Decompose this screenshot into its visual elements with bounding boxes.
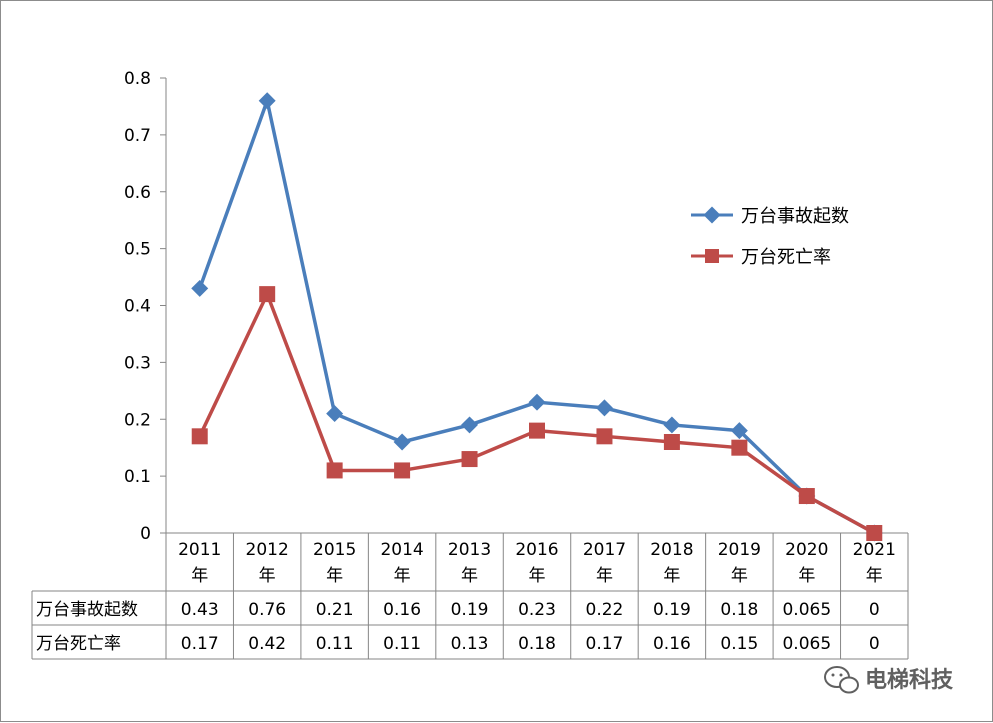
table-cell: 0.17 bbox=[181, 634, 219, 654]
axes bbox=[165, 78, 908, 659]
table-row-label: 万台死亡率 bbox=[36, 634, 121, 654]
legend-marker-square bbox=[705, 249, 719, 263]
y-tick-label: 0.2 bbox=[124, 410, 151, 430]
watermark: 电梯科技 bbox=[824, 666, 954, 694]
table-cell: 0.065 bbox=[782, 634, 831, 654]
data-point bbox=[731, 439, 748, 456]
y-tick-label: 0.4 bbox=[124, 297, 151, 317]
series-line bbox=[198, 99, 876, 535]
x-tick-label: 2019 年 bbox=[718, 540, 761, 586]
data-point bbox=[191, 279, 209, 297]
series-2 bbox=[191, 286, 883, 541]
data-point bbox=[191, 428, 208, 445]
wechat-icon bbox=[824, 666, 859, 694]
table-cell: 0.43 bbox=[181, 600, 219, 620]
y-tick-label: 0.3 bbox=[124, 353, 151, 373]
data-point bbox=[730, 422, 748, 440]
table-cell: 0.42 bbox=[248, 634, 286, 654]
table-cell: 0.19 bbox=[653, 600, 691, 620]
data-point bbox=[595, 399, 613, 417]
data-point bbox=[326, 462, 343, 479]
x-tick-label: 2013 年 bbox=[448, 540, 491, 586]
x-tick-label: 2017 年 bbox=[583, 540, 626, 586]
table-cell: 0.18 bbox=[720, 600, 758, 620]
data-point bbox=[663, 434, 680, 450]
table-row-label: 万台事故起数 bbox=[36, 600, 138, 620]
table-cell: 0.11 bbox=[383, 634, 421, 654]
data-point bbox=[866, 525, 883, 541]
y-tick-label: 0 bbox=[140, 524, 151, 544]
x-tick-label: 2012 年 bbox=[246, 540, 289, 586]
legend: 万台事故起数 万台死亡率 bbox=[691, 206, 849, 268]
data-point bbox=[663, 416, 681, 434]
x-tick-label: 2020 年 bbox=[785, 540, 828, 586]
y-tick-label: 0.5 bbox=[124, 240, 151, 260]
data-point bbox=[596, 428, 613, 445]
table-cell: 0 bbox=[869, 600, 880, 620]
y-tick-label: 0.7 bbox=[124, 126, 151, 146]
table-cell: 0.13 bbox=[451, 634, 489, 654]
data-table: 2011 年 2012 年 2015 年 2014 年 2013 年 2016 年 2017 年 2018 年… bbox=[31, 533, 909, 660]
data-point bbox=[393, 433, 411, 451]
legend-item-1: 万台事故起数 bbox=[691, 206, 849, 227]
data-point bbox=[394, 462, 411, 479]
legend-label: 万台事故起数 bbox=[741, 206, 849, 227]
series-line bbox=[198, 292, 876, 535]
data-point bbox=[259, 286, 276, 303]
table-cell: 0.21 bbox=[316, 600, 354, 620]
data-point bbox=[461, 451, 478, 468]
table-cell: 0 bbox=[869, 634, 880, 654]
data-point bbox=[798, 488, 815, 505]
table-cell: 0.16 bbox=[653, 634, 691, 654]
data-point bbox=[529, 422, 545, 439]
legend-marker-diamond bbox=[703, 206, 721, 224]
table-cell: 0.11 bbox=[316, 634, 354, 654]
x-tick-label: 2016 年 bbox=[515, 540, 558, 586]
legend-label: 万台死亡率 bbox=[741, 247, 831, 268]
table-cell: 0.22 bbox=[586, 600, 624, 620]
series-layer bbox=[191, 92, 883, 542]
x-tick-label: 2018 年 bbox=[650, 540, 693, 586]
table-cell: 0.18 bbox=[518, 634, 556, 654]
table-cell: 0.23 bbox=[518, 600, 556, 620]
watermark-text: 电梯科技 bbox=[865, 667, 954, 693]
table-cell: 0.76 bbox=[248, 600, 286, 620]
data-point bbox=[528, 393, 546, 411]
y-axis-ticks: 0 0.1 0.2 0.3 0.4 0.5 0.6 0.7 0.8 bbox=[124, 69, 166, 544]
table-cell: 0.17 bbox=[586, 634, 624, 654]
y-tick-label: 0.6 bbox=[124, 183, 151, 203]
x-tick-label: 2011 年 bbox=[178, 540, 221, 586]
x-tick-label: 2015 年 bbox=[313, 540, 356, 586]
legend-item-2: 万台死亡率 bbox=[691, 247, 831, 268]
data-point bbox=[258, 92, 276, 110]
data-point bbox=[326, 405, 344, 423]
table-cell: 0.065 bbox=[782, 600, 831, 620]
data-point bbox=[461, 416, 479, 434]
y-tick-label: 0.1 bbox=[124, 467, 151, 487]
y-tick-label: 0.8 bbox=[124, 69, 151, 89]
table-cell: 0.15 bbox=[720, 634, 758, 654]
table-cell: 0.19 bbox=[451, 600, 489, 620]
x-tick-label: 2014 年 bbox=[380, 540, 423, 586]
table-cell: 0.16 bbox=[383, 600, 421, 620]
x-tick-label: 2021 年 bbox=[853, 540, 896, 586]
